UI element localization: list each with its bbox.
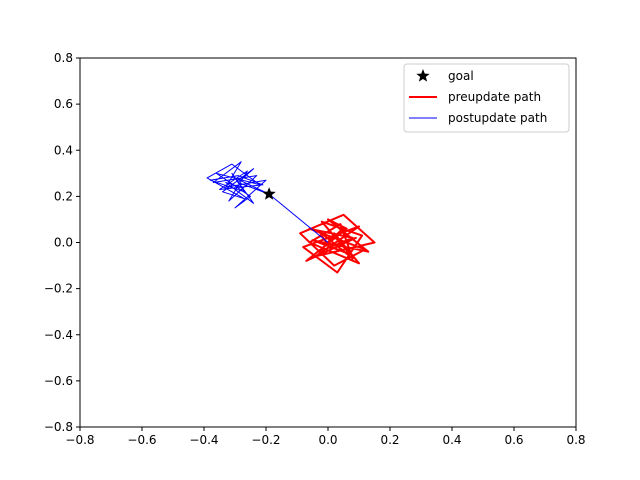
y-tick-label: −0.2 bbox=[44, 282, 73, 296]
y-tick-label: 0.0 bbox=[54, 236, 73, 250]
x-tick-label: 0.8 bbox=[566, 433, 585, 447]
x-tick-label: −0.4 bbox=[189, 433, 218, 447]
series-layer bbox=[206, 161, 376, 274]
x-axis-ticks: −0.8 −0.6 −0.4 −0.2 0.0 0.2 0.4 0.6 0.8 bbox=[65, 427, 586, 447]
x-tick-label: −0.8 bbox=[65, 433, 94, 447]
legend-label: goal bbox=[448, 69, 474, 83]
goal-layer bbox=[262, 187, 276, 200]
postupdate-path-line bbox=[206, 161, 329, 243]
x-tick-label: 0.6 bbox=[504, 433, 523, 447]
y-tick-label: 0.8 bbox=[54, 51, 73, 65]
y-tick-label: 0.4 bbox=[54, 143, 73, 157]
legend-goal-star-icon bbox=[416, 69, 430, 82]
y-axis-ticks: −0.8 −0.6 −0.4 −0.2 0.0 0.2 0.4 0.6 0.8 bbox=[44, 51, 80, 434]
y-tick-label: −0.4 bbox=[44, 328, 73, 342]
x-tick-label: 0.0 bbox=[318, 433, 337, 447]
y-tick-label: 0.6 bbox=[54, 97, 73, 111]
y-tick-label: 0.2 bbox=[54, 189, 73, 203]
x-tick-label: −0.6 bbox=[127, 433, 156, 447]
x-tick-label: 0.2 bbox=[380, 433, 399, 447]
y-tick-label: −0.8 bbox=[44, 420, 73, 434]
goal-star-marker bbox=[262, 187, 276, 200]
legend-box bbox=[403, 63, 570, 133]
x-tick-label: −0.2 bbox=[251, 433, 280, 447]
legend: goal preupdate path postupdate path bbox=[403, 63, 570, 133]
legend-label: postupdate path bbox=[448, 111, 547, 125]
preupdate-path-line bbox=[299, 213, 376, 274]
y-tick-label: −0.6 bbox=[44, 374, 73, 388]
legend-label: preupdate path bbox=[448, 90, 541, 104]
x-tick-label: 0.4 bbox=[442, 433, 461, 447]
